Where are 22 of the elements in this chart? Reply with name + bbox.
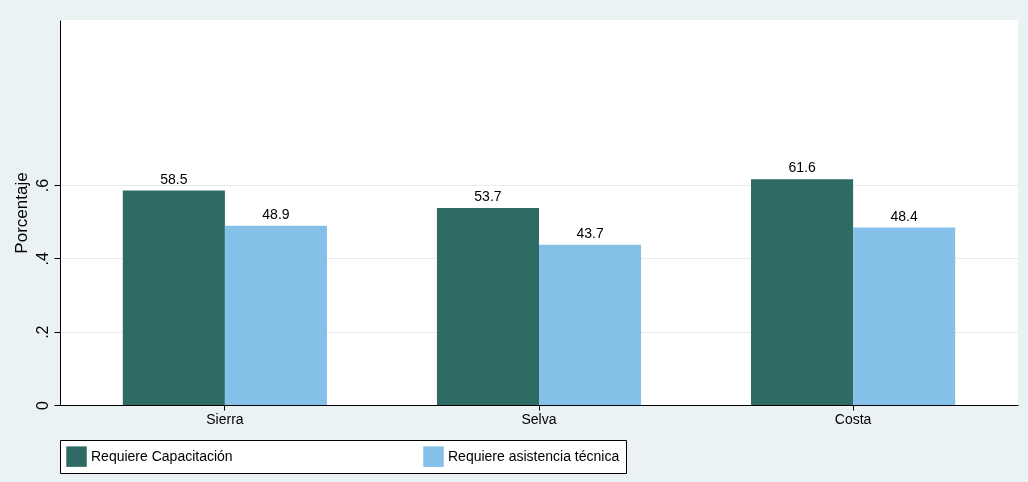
annotation: 58.5 xyxy=(160,170,188,187)
bar xyxy=(853,227,956,405)
x-tick-label: Selva xyxy=(521,410,557,427)
legend-label: Requiere asistencia técnica xyxy=(448,447,620,464)
y-tick-label: .4 xyxy=(33,252,51,266)
annotation: 48.4 xyxy=(890,207,918,224)
bar xyxy=(224,225,327,405)
y-tick-label: 0 xyxy=(33,400,51,410)
annotation: 43.7 xyxy=(576,224,604,241)
bar xyxy=(436,208,539,405)
legend-label: Requiere Capacitación xyxy=(91,447,233,464)
y-axis-title: Porcentaje xyxy=(11,172,31,254)
bar xyxy=(751,179,854,405)
y-tick-label: .2 xyxy=(33,325,51,339)
annotation: 61.6 xyxy=(788,159,816,176)
annotation: 48.9 xyxy=(262,205,290,222)
bar xyxy=(122,190,225,405)
x-tick-label: Sierra xyxy=(206,410,244,427)
y-tick-label: .6 xyxy=(33,178,51,193)
annotation: 53.7 xyxy=(474,188,502,205)
bar xyxy=(539,244,642,405)
x-tick-label: Costa xyxy=(834,410,872,427)
